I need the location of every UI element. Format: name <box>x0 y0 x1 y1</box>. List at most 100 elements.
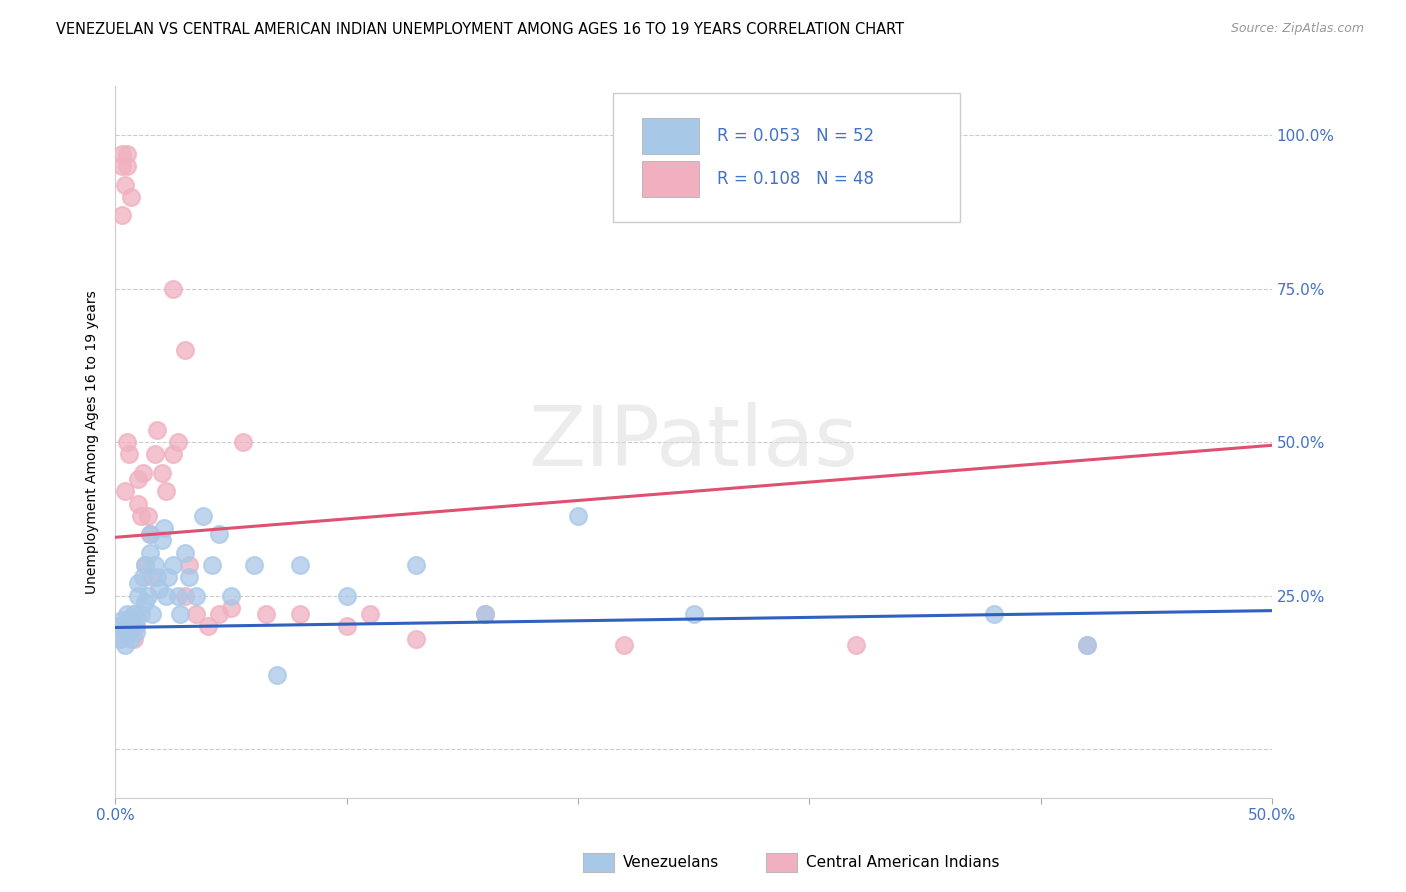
Point <box>122 607 145 621</box>
Point <box>155 589 177 603</box>
Point <box>197 619 219 633</box>
Point <box>474 607 496 621</box>
Point <box>108 632 131 646</box>
Point <box>254 607 277 621</box>
Text: R = 0.108   N = 48: R = 0.108 N = 48 <box>717 169 873 188</box>
Point <box>193 508 215 523</box>
Point <box>111 613 134 627</box>
Point <box>122 607 145 621</box>
Point <box>118 448 141 462</box>
Point <box>111 208 134 222</box>
Point <box>114 484 136 499</box>
Point <box>219 589 242 603</box>
Point <box>359 607 381 621</box>
Point <box>166 589 188 603</box>
Point <box>173 546 195 560</box>
Point <box>186 589 208 603</box>
Text: VENEZUELAN VS CENTRAL AMERICAN INDIAN UNEMPLOYMENT AMONG AGES 16 TO 19 YEARS COR: VENEZUELAN VS CENTRAL AMERICAN INDIAN UN… <box>56 22 904 37</box>
Text: Venezuelans: Venezuelans <box>623 855 718 870</box>
Point <box>134 558 156 572</box>
Point <box>166 435 188 450</box>
Point <box>134 595 156 609</box>
Point <box>118 613 141 627</box>
Point <box>125 625 148 640</box>
Point <box>134 558 156 572</box>
Point <box>405 632 427 646</box>
Point <box>231 435 253 450</box>
Point <box>150 533 173 548</box>
Point <box>983 607 1005 621</box>
Point <box>219 600 242 615</box>
Point <box>153 521 176 535</box>
Point <box>114 178 136 192</box>
Point <box>139 546 162 560</box>
Point <box>121 619 143 633</box>
Point <box>179 570 201 584</box>
Point <box>173 589 195 603</box>
Text: Central American Indians: Central American Indians <box>806 855 1000 870</box>
Point <box>121 632 143 646</box>
Point <box>115 435 138 450</box>
Point <box>107 619 129 633</box>
Point <box>114 638 136 652</box>
Point <box>111 146 134 161</box>
Point <box>1076 638 1098 652</box>
Point <box>179 558 201 572</box>
Point <box>682 607 704 621</box>
Text: Source: ZipAtlas.com: Source: ZipAtlas.com <box>1230 22 1364 36</box>
Point <box>150 466 173 480</box>
FancyBboxPatch shape <box>613 94 960 221</box>
Point <box>127 576 149 591</box>
Point <box>127 472 149 486</box>
Point <box>115 146 138 161</box>
Point <box>336 589 359 603</box>
Point <box>146 570 169 584</box>
Point <box>162 448 184 462</box>
Point <box>127 589 149 603</box>
Point <box>115 159 138 173</box>
Point <box>132 570 155 584</box>
Point <box>146 423 169 437</box>
Point <box>129 607 152 621</box>
Point <box>208 607 231 621</box>
Point <box>118 625 141 640</box>
Text: ZIPatlas: ZIPatlas <box>529 401 859 483</box>
Point <box>125 619 148 633</box>
Point <box>266 668 288 682</box>
Point <box>127 497 149 511</box>
Point <box>118 619 141 633</box>
FancyBboxPatch shape <box>641 161 699 196</box>
Point <box>139 527 162 541</box>
Point <box>143 558 166 572</box>
Point <box>143 448 166 462</box>
Point <box>162 282 184 296</box>
Point <box>474 607 496 621</box>
Point <box>157 570 180 584</box>
Point <box>290 558 312 572</box>
Point <box>173 343 195 358</box>
Point <box>613 638 636 652</box>
Point <box>186 607 208 621</box>
Point <box>567 508 589 523</box>
Point <box>121 190 143 204</box>
Text: R = 0.053   N = 52: R = 0.053 N = 52 <box>717 128 875 145</box>
Point <box>136 508 159 523</box>
FancyBboxPatch shape <box>641 119 699 154</box>
Point <box>111 159 134 173</box>
Point <box>114 625 136 640</box>
Point <box>125 613 148 627</box>
Point <box>1076 638 1098 652</box>
Y-axis label: Unemployment Among Ages 16 to 19 years: Unemployment Among Ages 16 to 19 years <box>86 290 100 594</box>
Point <box>243 558 266 572</box>
Point <box>108 632 131 646</box>
Point <box>132 466 155 480</box>
Point <box>115 607 138 621</box>
Point <box>336 619 359 633</box>
Point <box>405 558 427 572</box>
Point <box>208 527 231 541</box>
Point <box>139 527 162 541</box>
Point <box>107 619 129 633</box>
Point <box>201 558 224 572</box>
Point <box>141 607 163 621</box>
Point <box>169 607 191 621</box>
